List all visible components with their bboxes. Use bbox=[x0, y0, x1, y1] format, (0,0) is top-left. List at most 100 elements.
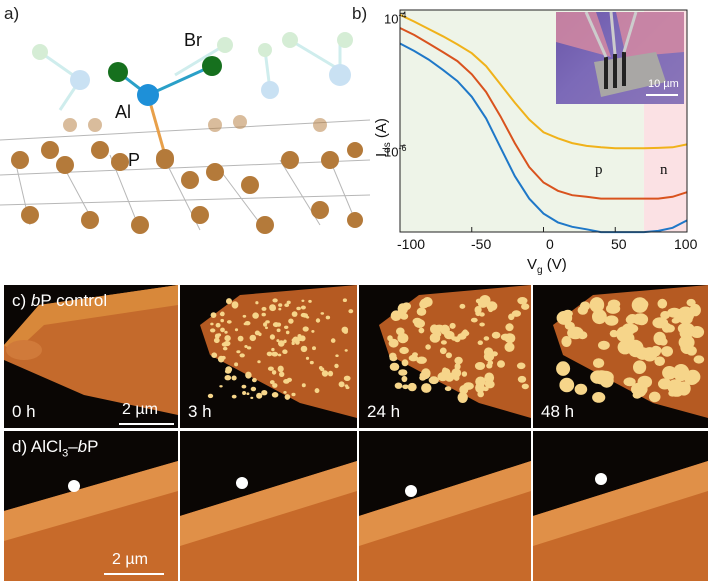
oxidation-droplet bbox=[680, 340, 694, 354]
oxidation-droplet bbox=[210, 312, 217, 318]
oxidation-droplet bbox=[439, 347, 447, 355]
oxidation-droplet bbox=[401, 375, 408, 383]
al-atom-label: Al bbox=[115, 102, 132, 122]
oxidation-droplet bbox=[234, 362, 239, 367]
oxidation-droplet bbox=[284, 394, 291, 400]
oxidation-droplet bbox=[604, 315, 619, 326]
oxidation-droplet bbox=[434, 324, 445, 332]
oxidation-droplet bbox=[416, 356, 427, 364]
oxidation-droplet bbox=[577, 305, 588, 315]
x-axis-label: Vg (V) bbox=[527, 256, 567, 276]
oxidation-droplet bbox=[302, 326, 309, 332]
panel-d-label: d) AlCl3–bP bbox=[12, 437, 99, 460]
oxidation-droplet bbox=[658, 378, 672, 390]
oxidation-droplet bbox=[276, 339, 280, 343]
oxidation-droplet bbox=[491, 331, 501, 339]
oxidation-droplet bbox=[244, 345, 248, 348]
faded-background-molecules bbox=[32, 32, 353, 111]
oxidation-droplet bbox=[272, 383, 278, 388]
oxidation-droplet bbox=[623, 377, 636, 387]
oxidation-droplet bbox=[400, 312, 409, 320]
inset-scale-label: 10 µm bbox=[648, 78, 679, 90]
oxidation-droplet bbox=[343, 375, 351, 381]
oxidation-droplet bbox=[625, 324, 639, 334]
oxidation-droplet bbox=[504, 342, 515, 352]
afm-alcl3-bp-3h bbox=[180, 431, 357, 581]
oxidation-droplet bbox=[242, 391, 247, 395]
oxidation-droplet bbox=[291, 341, 295, 345]
time-label: 48 h bbox=[541, 402, 575, 421]
oxidation-droplet bbox=[556, 310, 573, 325]
oxidation-droplet bbox=[284, 303, 290, 307]
oxidation-droplet bbox=[593, 358, 605, 368]
oxidation-droplet bbox=[245, 371, 252, 379]
oxidation-droplet bbox=[282, 349, 288, 354]
time-label: 3 h bbox=[188, 402, 212, 421]
oxidation-droplet bbox=[225, 366, 233, 373]
oxidation-droplet bbox=[221, 342, 228, 347]
oxidation-droplet bbox=[252, 312, 259, 319]
oxidation-droplet bbox=[226, 320, 232, 324]
y-axis-label: Ids (A) bbox=[373, 118, 393, 157]
afm-bp-48h: 48 h bbox=[533, 285, 708, 428]
oxidation-droplet bbox=[508, 313, 515, 321]
oxidation-droplet bbox=[484, 372, 495, 384]
afm-bp-24h: 24 h bbox=[359, 285, 531, 428]
oxidation-droplet bbox=[440, 340, 447, 345]
crystal-structure-diagram bbox=[0, 32, 370, 234]
oxidation-droplet bbox=[311, 330, 315, 333]
oxidation-droplet bbox=[517, 297, 528, 305]
oxidation-droplet bbox=[396, 327, 405, 336]
oxidation-droplet bbox=[505, 323, 514, 332]
oxidation-droplet bbox=[428, 376, 439, 385]
oxidation-droplet bbox=[257, 360, 261, 364]
oxidation-droplet bbox=[291, 392, 296, 397]
oxidation-droplet bbox=[300, 312, 307, 318]
oxidation-droplet bbox=[344, 349, 348, 352]
oxidation-droplet bbox=[421, 383, 432, 393]
oxidation-droplet bbox=[284, 325, 289, 329]
oxidation-droplet bbox=[300, 305, 306, 310]
oxidation-droplet bbox=[479, 322, 485, 327]
device-inset-image: 10 µm bbox=[556, 12, 684, 104]
oxidation-droplet bbox=[434, 331, 442, 338]
oxidation-droplet bbox=[389, 352, 397, 360]
time-label: 0 h bbox=[12, 402, 36, 421]
oxidation-droplet bbox=[220, 318, 224, 323]
oxidation-droplet bbox=[269, 380, 275, 385]
oxidation-droplet bbox=[226, 298, 232, 305]
oxidation-droplet bbox=[390, 310, 402, 321]
oxidation-droplet bbox=[308, 299, 312, 303]
oxidation-droplet bbox=[246, 392, 250, 395]
oxidation-droplet bbox=[232, 302, 236, 305]
oxidation-droplet bbox=[475, 376, 486, 387]
oxidation-droplet bbox=[252, 377, 257, 383]
scale-bar bbox=[104, 573, 164, 575]
oxidation-droplet bbox=[637, 375, 653, 389]
oxidation-droplet bbox=[684, 371, 700, 385]
oxidation-droplet bbox=[222, 346, 228, 351]
oxidation-droplet bbox=[335, 354, 339, 357]
oxidation-droplet bbox=[234, 328, 239, 332]
oxidation-droplet bbox=[589, 297, 605, 313]
oxidation-droplet bbox=[278, 340, 285, 347]
afm-flake-drawing bbox=[533, 461, 708, 581]
oxidation-droplet bbox=[414, 319, 425, 328]
x-tick-label: 100 bbox=[674, 236, 698, 252]
y-tick-label: 10-6 bbox=[384, 143, 407, 160]
oxidation-droplet bbox=[631, 297, 648, 313]
oxidation-droplet bbox=[521, 303, 530, 310]
oxidation-droplet bbox=[397, 333, 409, 344]
oxidation-droplet bbox=[470, 317, 478, 323]
oxidation-droplet bbox=[265, 326, 268, 330]
oxidation-droplet bbox=[276, 328, 281, 333]
oxidation-droplet bbox=[261, 306, 267, 311]
series-line-1 bbox=[399, 27, 688, 200]
oxidation-droplet bbox=[306, 316, 310, 319]
oxidation-droplet bbox=[402, 384, 409, 390]
oxidation-droplet bbox=[389, 362, 400, 371]
oxidation-droplet bbox=[327, 370, 334, 377]
oxidation-droplet bbox=[477, 340, 483, 345]
oxidation-droplet bbox=[246, 346, 252, 350]
oxidation-droplet bbox=[678, 314, 693, 325]
